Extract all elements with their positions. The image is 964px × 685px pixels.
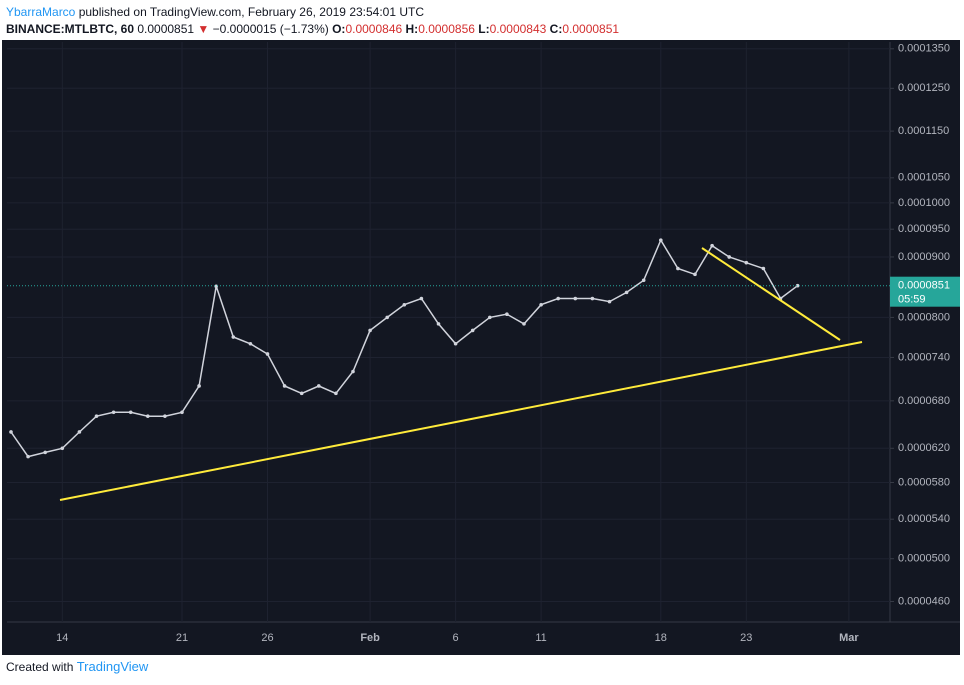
open: 0.0000846 <box>345 22 403 36</box>
price-point <box>334 391 338 396</box>
published: published on TradingView.com, February 2… <box>78 5 425 19</box>
l-label: L: <box>478 22 490 36</box>
price-point <box>453 341 458 346</box>
last-price-box <box>890 276 960 307</box>
price-point <box>248 341 253 346</box>
x-tick-label: 26 <box>261 632 273 644</box>
y-tick-label: 0.0000460 <box>898 595 950 607</box>
price-point <box>351 369 355 374</box>
countdown: 05:59 <box>898 294 926 306</box>
footer: Created with TradingView <box>6 659 148 674</box>
brand[interactable]: TradingView <box>76 659 149 674</box>
price-point <box>659 238 663 242</box>
price-point <box>231 335 236 339</box>
last: 0.0000851 <box>137 22 195 36</box>
price-point <box>368 328 372 333</box>
price-point <box>317 384 321 388</box>
y-tick-label: 0.0000580 <box>898 476 950 488</box>
price-point <box>419 296 424 301</box>
created: Created with <box>6 660 74 674</box>
user[interactable]: YbarraMarco <box>6 5 76 19</box>
x-tick-label: 11 <box>535 632 546 644</box>
o-label: O: <box>332 22 346 36</box>
price-point <box>795 283 800 288</box>
y-tick-label: 0.0000620 <box>898 442 950 454</box>
close: 0.0000851 <box>562 22 620 36</box>
price-point <box>60 446 65 451</box>
price-point <box>180 410 184 415</box>
y-tick-label: 0.0001350 <box>898 43 950 55</box>
header: YbarraMarco published on TradingView.com… <box>6 4 619 38</box>
low: 0.0000843 <box>489 22 547 36</box>
x-tick-label: Mar <box>839 632 859 644</box>
price-point <box>214 284 218 289</box>
h-label: H: <box>405 22 419 36</box>
price-point <box>710 243 714 248</box>
price-point <box>556 296 560 301</box>
price-point <box>761 266 766 271</box>
price-point <box>539 302 543 307</box>
trendline-support <box>59 341 863 501</box>
y-tick-label: 0.0001150 <box>898 125 949 137</box>
price-point <box>385 315 390 320</box>
price-point <box>470 328 475 333</box>
x-tick-label: 21 <box>176 632 188 644</box>
high: 0.0000856 <box>418 22 475 36</box>
y-tick-label: 0.0001050 <box>898 172 950 184</box>
y-tick-label: 0.0001250 <box>898 82 950 94</box>
price-point <box>436 322 441 326</box>
plot <box>7 42 890 622</box>
price-point <box>9 430 13 434</box>
price-point <box>522 322 526 326</box>
change: −0.0000015 (−1.73%) <box>212 22 329 36</box>
price-point <box>624 290 629 295</box>
price-point <box>26 454 30 459</box>
trendline-resistance <box>701 247 841 341</box>
y-tick-label: 0.0000900 <box>898 251 950 263</box>
x-tick-label: 6 <box>453 632 459 644</box>
price-point <box>43 450 47 455</box>
y-tick-label: 0.0001000 <box>898 197 950 209</box>
price-point <box>77 430 82 434</box>
y-tick-label: 0.0000950 <box>898 223 950 235</box>
price-point <box>505 312 509 317</box>
price-point <box>676 266 680 271</box>
price-point <box>488 315 492 320</box>
price-point <box>282 384 287 388</box>
y-tick-label: 0.0000500 <box>898 553 950 565</box>
symbol-line: BINANCE:MTLBTC, 60 0.0000851 ▼ −0.000001… <box>6 21 619 38</box>
chart: 0.0001350 0.0001250 0.0001150 0.0001050 0.00… <box>2 40 960 655</box>
x-tick-label: 23 <box>740 632 752 644</box>
header-line: YbarraMarco published on TradingView.com… <box>6 4 619 21</box>
y-tick-label: 0.0000740 <box>898 351 950 363</box>
price-point <box>265 352 270 356</box>
y-tick-label: 0.0000800 <box>898 311 950 323</box>
symbol: BINANCE:MTLBTC, 60 <box>6 22 134 36</box>
c-label: C: <box>549 22 563 36</box>
price-point <box>163 414 167 418</box>
price-point <box>402 302 407 307</box>
price-point <box>128 410 133 415</box>
y-tick-label: 0.0000540 <box>898 513 950 525</box>
price-point <box>94 414 99 418</box>
price-point <box>744 260 749 265</box>
background <box>2 40 960 655</box>
price-point <box>641 278 646 283</box>
x-tick-label: 14 <box>56 632 68 644</box>
price-point <box>607 299 612 304</box>
price-point <box>727 255 731 259</box>
price-point <box>197 384 201 388</box>
x-tick-label: 18 <box>655 632 667 644</box>
price-point <box>299 391 304 396</box>
price-point <box>146 414 150 418</box>
last-price-label: 0.0000851 <box>898 280 950 292</box>
price-point <box>693 272 697 277</box>
price-point <box>573 296 578 301</box>
x-tick-label: Feb <box>360 632 380 644</box>
y-tick-label: 0.0000680 <box>898 395 950 407</box>
arrow: ▼ <box>197 22 210 36</box>
price-point <box>111 410 116 415</box>
price-point <box>590 296 595 301</box>
